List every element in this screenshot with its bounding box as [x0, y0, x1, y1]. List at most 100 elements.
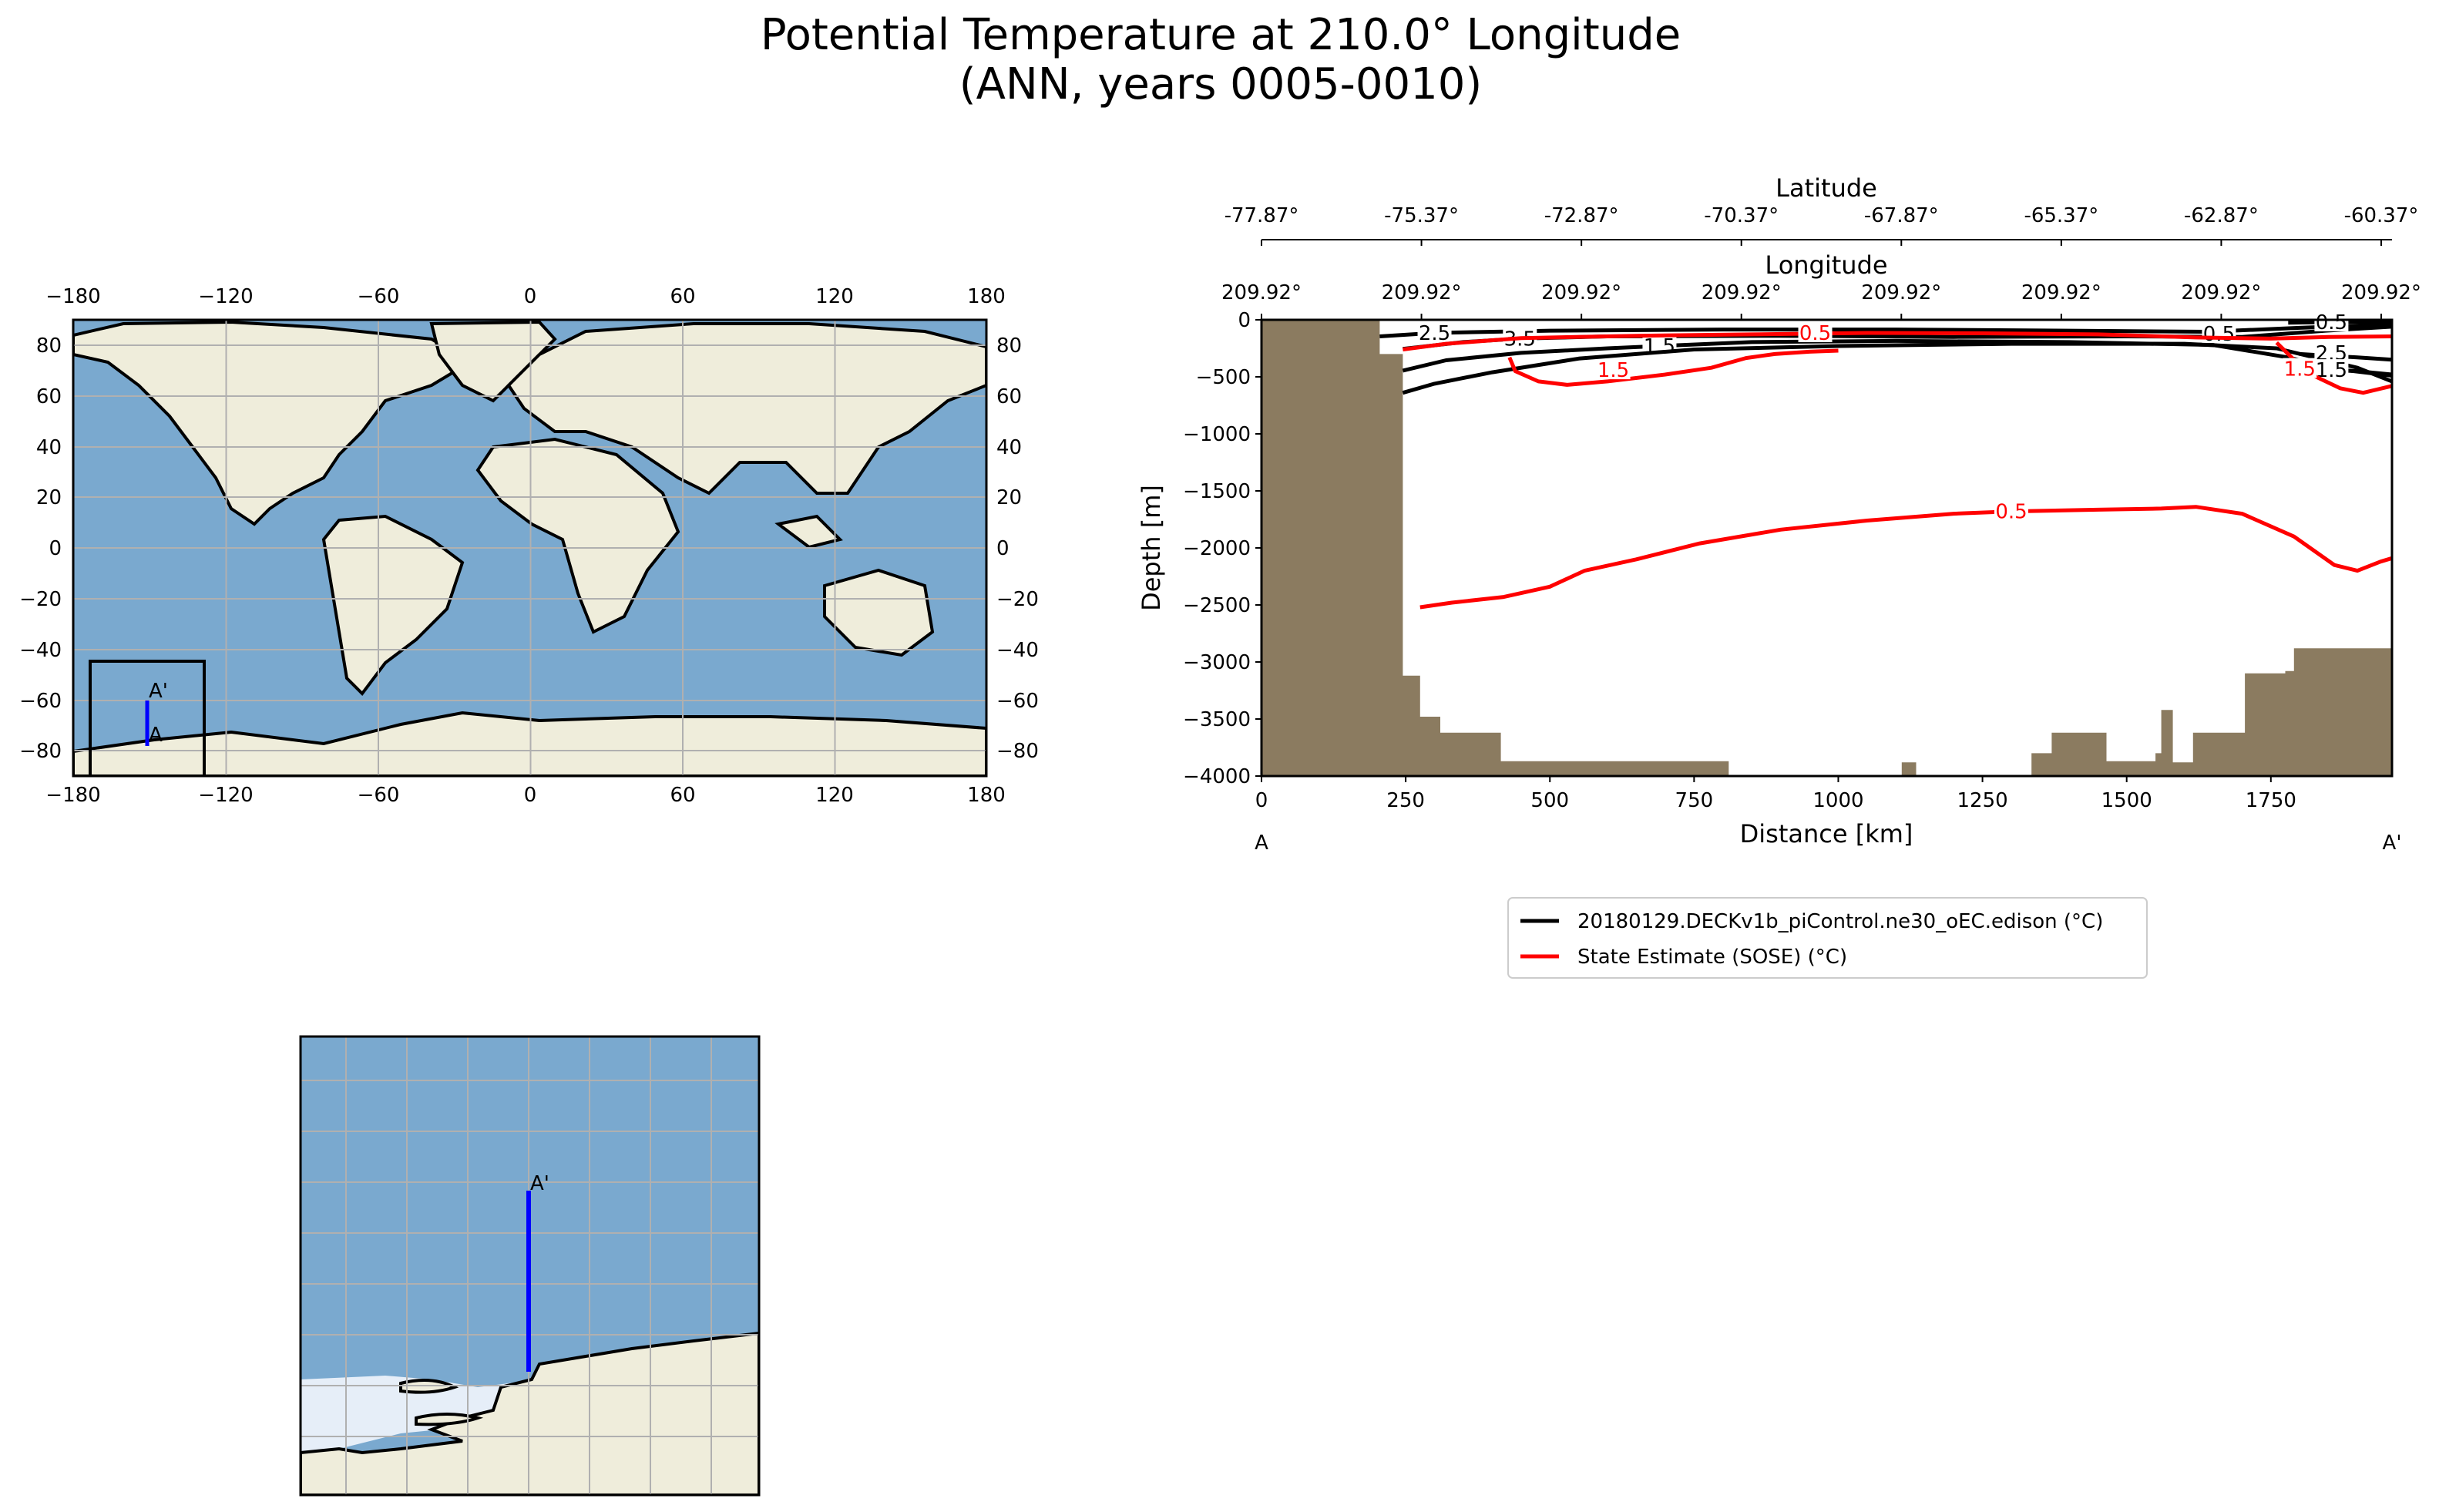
bathymetry-area	[1261, 320, 2392, 776]
world-ytick-left: 40	[36, 436, 62, 459]
contour-label-bg	[1994, 500, 2029, 521]
y-tick-label: −500	[1196, 366, 1251, 389]
longitude-ticks: 209.92° 209.92° 209.92° 209.92° 209.92° 209.9…	[1221, 281, 2421, 320]
contour-label: 0.5	[2316, 311, 2347, 334]
longitude-tick-label: 209.92°	[1382, 281, 1462, 304]
series-model: 2.5 3.5 1.50.5 0.52.51.5	[1379, 311, 2393, 395]
x-tick-label: 1500	[2101, 789, 2152, 812]
latitude-tick-label: -75.37°	[1384, 204, 1459, 227]
world-y-ticks-left: 80 60 40 20 0 −20 −40 −60 −80	[19, 334, 62, 763]
x-tick-label: 1000	[1812, 789, 1863, 812]
inset-region-box	[89, 660, 206, 776]
world-ytick-left: −20	[19, 588, 62, 611]
world-xtick-bottom: −60	[358, 784, 400, 807]
world-x-ticks-top: −180 −120 −60 0 60 120 180	[45, 285, 1006, 308]
legend-frame	[1507, 897, 2148, 979]
x-tick-label: 250	[1386, 789, 1425, 812]
longitude-tick-label: 209.92°	[2341, 281, 2421, 304]
y-axis-ticks: 0 −500 −1000 −1500 −2000 −2500 −3000 −3500 −4000	[1183, 309, 1261, 788]
world-gridlines	[73, 320, 986, 776]
world-ytick-right: 20	[996, 486, 1022, 509]
world-xtick-top: −120	[198, 285, 253, 308]
world-ytick-right: −20	[996, 588, 1039, 611]
y-tick-label: −1000	[1183, 423, 1251, 446]
longitude-tick-label: 209.92°	[2021, 281, 2101, 304]
y-tick-label: −1500	[1183, 480, 1251, 503]
latitude-axis-label: Latitude	[1775, 173, 1877, 203]
y-tick-label: 0	[1238, 309, 1251, 332]
world-ytick-left: 80	[36, 334, 62, 358]
contour-label-bg	[1596, 359, 1631, 380]
world-xtick-top: 180	[967, 285, 1006, 308]
inset-transect-end-label: A'	[530, 1172, 549, 1195]
contour-label-bg	[2314, 359, 2349, 380]
world-ytick-right: 80	[996, 334, 1022, 358]
contour-label-bg	[2283, 358, 2317, 378]
contour-line	[1379, 322, 2393, 338]
x-tick-label: 750	[1675, 789, 1714, 812]
chart-plot-area: 2.5 3.5 1.50.5 0.52.51.50.51.5 1.50.5	[1261, 311, 2393, 776]
transect-end-label: A'	[2383, 832, 2402, 855]
world-xtick-top: −180	[45, 285, 100, 308]
world-ytick-right: 0	[996, 537, 1010, 560]
world-x-ticks-bottom: −180 −120 −60 0 60 120 180	[45, 784, 1006, 807]
world-xtick-bottom: 60	[670, 784, 695, 807]
y-tick-label: −2500	[1183, 594, 1251, 617]
x-axis-label: Distance [km]	[1740, 819, 1913, 848]
world-xtick-top: 0	[524, 285, 537, 308]
world-ytick-left: −60	[19, 690, 62, 713]
contour-label: 0.5	[1799, 322, 1831, 345]
latitude-tick-label: -60.37°	[2344, 204, 2419, 227]
longitude-tick-label: 209.92°	[1541, 281, 1621, 304]
longitude-tick-label: 209.92°	[1221, 281, 1302, 304]
legend-label-obs: State Estimate (SOSE) (°C)	[1577, 946, 1847, 969]
longitude-tick-label: 209.92°	[1702, 281, 1782, 304]
world-land	[73, 320, 986, 776]
world-transect-end-label: A'	[149, 680, 168, 703]
world-ytick-left: 60	[36, 385, 62, 408]
islands-indonesia	[774, 514, 843, 549]
y-axis-label: Depth [m]	[1137, 485, 1166, 611]
world-ytick-left: −40	[19, 639, 62, 662]
latitude-tick-label: -62.87°	[2184, 204, 2259, 227]
world-ytick-right: −40	[996, 639, 1039, 662]
latitude-tick-label: -72.87°	[1544, 204, 1619, 227]
contour-label: 2.5	[1419, 322, 1450, 345]
world-ytick-right: 40	[996, 436, 1022, 459]
y-tick-label: −2000	[1183, 537, 1251, 560]
world-xtick-bottom: 120	[815, 784, 854, 807]
world-xtick-top: −60	[358, 285, 400, 308]
chart-frame	[1260, 318, 2394, 778]
world-ytick-right: 60	[996, 385, 1022, 408]
latitude-tick-label: -70.37°	[1704, 204, 1779, 227]
y-tick-label: −4000	[1183, 765, 1251, 788]
contour-label-bg	[1417, 322, 1452, 343]
world-map: A' A −180 −120 −60 0 60 120 180 −180 −12…	[19, 285, 1039, 807]
figure-title-line2: (ANN, years 0005-0010)	[959, 59, 1483, 109]
latitude-tick-label: -67.87°	[1864, 204, 1939, 227]
world-ytick-right: −60	[996, 690, 1039, 713]
y-tick-label: −3500	[1183, 708, 1251, 731]
world-xtick-top: 120	[815, 285, 854, 308]
contour-label: 1.5	[2284, 358, 2316, 381]
x-tick-label: 500	[1530, 789, 1569, 812]
world-y-ticks-right: 80 60 40 20 0 −20 −40 −60 −80	[996, 334, 1039, 763]
world-ytick-left: −80	[19, 740, 62, 763]
x-axis-ticks: 0 250 500 750 1000 1250 1500 1750	[1255, 776, 2296, 812]
x-tick-label: 0	[1255, 789, 1268, 812]
world-xtick-bottom: 0	[524, 784, 537, 807]
contour-line	[1419, 505, 2393, 610]
legend-label-model: 20180129.DECKv1b_piControl.ne30_oEC.edis…	[1577, 910, 2103, 933]
continent-eurasia	[506, 322, 986, 496]
inset-map-frame	[299, 1035, 761, 1497]
inset-ice-shelf	[301, 1376, 539, 1453]
figure-title-line1: Potential Temperature at 210.0° Longitud…	[761, 10, 1681, 60]
contour-label: 1.5	[1597, 359, 1629, 382]
y-tick-label: −3000	[1183, 651, 1251, 674]
longitude-axis-label: Longitude	[1765, 250, 1887, 280]
contour-label-bg	[1798, 322, 1833, 343]
world-transect-start-label: A	[149, 724, 163, 747]
inset-coast-detail	[399, 1379, 484, 1426]
contour-line	[1403, 331, 2393, 351]
